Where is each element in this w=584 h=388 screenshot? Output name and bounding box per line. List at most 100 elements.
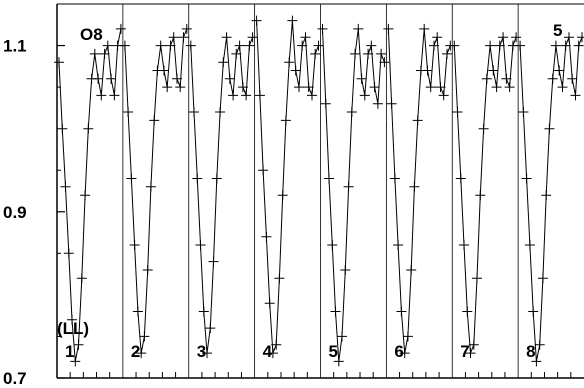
data-point-marker (241, 90, 252, 101)
data-point-marker (442, 48, 452, 59)
panel-labels: 1 2 3 4 5 6 7 8 (65, 342, 536, 361)
data-point-marker (346, 107, 357, 117)
data-point-marker (462, 306, 473, 317)
data-point-marker (534, 339, 545, 350)
series-panel-5 (317, 23, 390, 367)
data-point-marker (438, 90, 449, 101)
data-point-marker (274, 273, 285, 284)
data-point-marker (76, 273, 87, 284)
data-point-marker (178, 32, 189, 43)
panel-label-7: 7 (460, 342, 469, 361)
data-point-marker (99, 48, 110, 59)
data-point-marker (475, 190, 486, 201)
data-point-marker (531, 356, 542, 367)
data-point-marker (409, 181, 420, 192)
y-tick-label: 0.9 (3, 203, 27, 222)
series-line (519, 37, 583, 362)
data-point-marker (136, 348, 147, 359)
data-point-marker (504, 82, 515, 93)
data-point-marker (57, 123, 68, 134)
data-point-marker (119, 40, 130, 51)
series-line (124, 28, 188, 354)
data-point-marker (350, 48, 361, 59)
y-tick-label: 0.7 (3, 369, 27, 388)
data-point-marker (70, 356, 81, 367)
data-point-marker (317, 23, 328, 34)
data-point-marker (83, 123, 94, 134)
data-point-marker (488, 65, 499, 76)
data-point-marker (80, 190, 91, 201)
data-point-marker (399, 348, 410, 359)
annotation-top-right: 5 (553, 21, 562, 40)
data-point-marker (155, 40, 166, 51)
data-point-marker (165, 40, 176, 51)
data-point-marker (132, 306, 143, 317)
data-point-marker (406, 265, 417, 275)
data-point-marker (449, 40, 460, 51)
data-point-marker (247, 32, 258, 43)
data-point-marker (333, 356, 344, 367)
data-point-marker (560, 40, 571, 51)
data-point-marker (198, 306, 209, 317)
data-point-marker (330, 306, 341, 317)
data-point-marker (280, 115, 291, 126)
data-point-marker (412, 115, 423, 126)
data-point-marker (115, 23, 126, 34)
series-group (54, 15, 584, 367)
data-point-marker (228, 90, 239, 101)
data-point-marker (528, 306, 539, 317)
data-point-marker (537, 273, 548, 284)
data-point-marker (261, 231, 272, 242)
data-point-marker (271, 339, 282, 350)
data-point-marker (244, 40, 255, 51)
data-point-marker (550, 40, 561, 51)
data-point-marker (192, 173, 203, 184)
data-point-marker (60, 181, 71, 192)
data-point-marker (224, 73, 235, 84)
data-point-marker (284, 57, 295, 68)
data-point-marker (422, 65, 433, 76)
data-point-marker (172, 73, 182, 84)
data-point-marker (372, 98, 383, 109)
series-panel-4 (251, 15, 324, 359)
data-point-marker (320, 98, 331, 109)
panel-label-1: 1 (65, 342, 74, 361)
panel-label-4: 4 (263, 342, 273, 361)
data-point-marker (511, 32, 522, 43)
data-point-marker (162, 82, 173, 93)
data-point-marker (369, 82, 380, 93)
data-point-marker (73, 339, 84, 350)
data-point-marker (93, 73, 104, 84)
data-point-marker (419, 23, 430, 34)
data-point-marker (501, 73, 512, 84)
data-point-marker (353, 23, 364, 34)
data-point-marker (102, 40, 113, 51)
data-point-marker (145, 181, 156, 192)
data-point-marker (402, 331, 413, 342)
data-point-marker (435, 82, 446, 93)
series-line (453, 37, 517, 354)
data-point-marker (386, 98, 397, 109)
series-line (58, 28, 122, 362)
y-tick-labels: 0.7 0.9 1.1 (3, 37, 27, 388)
data-point-marker (287, 15, 298, 26)
data-point-marker (518, 107, 529, 117)
data-point-marker (175, 82, 186, 93)
data-point-marker (109, 90, 120, 101)
data-point-marker (195, 240, 206, 250)
data-point-marker (515, 40, 526, 51)
data-point-marker (267, 348, 278, 359)
series-panel-7 (449, 32, 522, 359)
data-point-marker (478, 123, 489, 134)
data-point-marker (67, 314, 77, 325)
data-point-marker (577, 32, 584, 43)
data-point-marker (300, 32, 311, 43)
data-point-marker (297, 40, 308, 51)
series-panel-1 (54, 23, 126, 367)
data-point-marker (251, 15, 262, 26)
y-tick-label: 1.1 (3, 37, 27, 56)
data-point-marker (324, 173, 334, 184)
series-panel-3 (185, 32, 258, 359)
annotation-bottom-left: (LL) (57, 319, 89, 338)
